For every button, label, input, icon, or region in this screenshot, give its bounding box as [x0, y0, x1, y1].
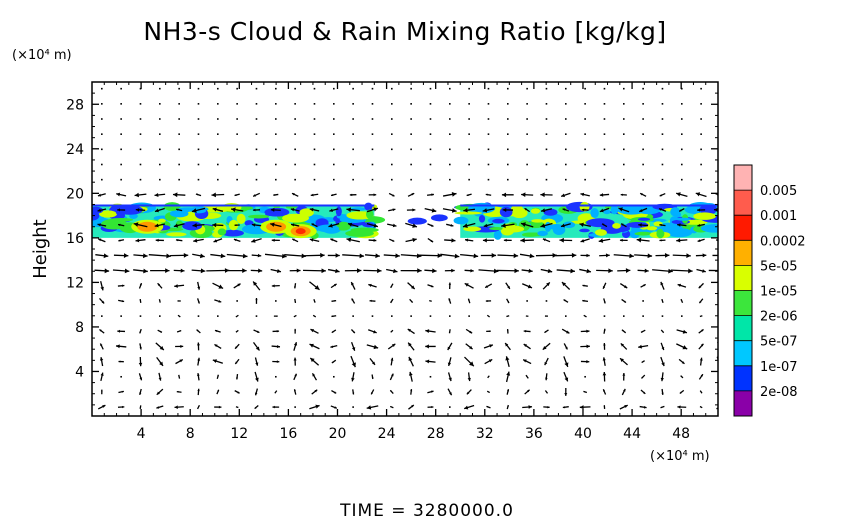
colorbar: 0.005 0.001 0.0002 5e-05 1e-05 2e-06 5e-07 1e-0…: [733, 164, 806, 417]
colorbar-swatch: [734, 340, 752, 367]
colorbar-label: 0.0002: [760, 234, 806, 249]
y-tick-label: 24: [66, 142, 84, 158]
colorbar-swatch: [734, 290, 752, 317]
cloud-layer-2: [453, 201, 718, 240]
y-tick-label: 12: [66, 275, 84, 291]
y-tick-label: 8: [75, 320, 84, 336]
y-axis-unit: (×10⁴ m): [12, 48, 72, 63]
colorbar-label: 5e-07: [760, 335, 798, 350]
x-tick-label: 36: [525, 426, 543, 442]
y-axis: 4 8 12 16 20 24 28: [66, 92, 718, 406]
x-axis-unit: (×10⁴ m): [650, 449, 710, 464]
y-axis-label: Height: [30, 219, 51, 279]
colorbar-label: 1e-07: [760, 360, 798, 375]
colorbar-swatch: [734, 315, 752, 342]
cloud-blob: [407, 217, 427, 225]
x-tick-label: 8: [186, 426, 195, 442]
colorbar-swatch: [734, 365, 752, 392]
x-tick-label: 32: [476, 426, 494, 442]
colorbar-swatch: [734, 215, 752, 241]
colorbar-label: 5e-05: [760, 259, 798, 274]
y-tick-label: 4: [75, 364, 84, 380]
y-tick-label: 16: [66, 231, 84, 247]
cloud-field: [92, 201, 718, 240]
peak-region: [284, 224, 317, 239]
y-tick-label: 28: [66, 97, 84, 113]
colorbar-label: 0.005: [760, 184, 797, 199]
cloud-blob: [345, 229, 374, 237]
time-label: TIME = 3280000.0: [339, 501, 514, 519]
cloud-blob: [430, 214, 448, 222]
colorbar-label: 2e-06: [760, 310, 798, 325]
x-tick-label: 28: [427, 426, 445, 442]
x-tick-label: 48: [672, 426, 690, 442]
x-axis: 4 8 12 16 20 24 28 32 36 40 44 48: [103, 82, 707, 442]
cloud-layer-1: [92, 202, 386, 239]
colorbar-swatch: [734, 265, 752, 291]
colorbar-label: 2e-08: [760, 385, 798, 400]
colorbar-swatch: [734, 390, 752, 417]
y-tick-label: 20: [66, 186, 84, 202]
x-tick-label: 40: [574, 426, 592, 442]
peak-region: [260, 219, 293, 234]
x-tick-label: 20: [329, 426, 347, 442]
colorbar-label: 1e-05: [760, 285, 798, 300]
wind-vectors: [94, 87, 718, 410]
x-tick-label: 24: [378, 426, 396, 442]
colorbar-swatch: [734, 165, 752, 191]
x-tick-label: 12: [230, 426, 248, 442]
x-tick-label: 44: [623, 426, 641, 442]
x-tick-label: 16: [279, 426, 297, 442]
x-tick-label: 4: [137, 426, 146, 442]
chart-title: NH3-s Cloud & Rain Mixing Ratio [kg/kg]: [143, 17, 666, 46]
colorbar-label: 0.001: [760, 209, 797, 224]
colorbar-swatch: [734, 240, 752, 266]
colorbar-swatch: [734, 190, 752, 216]
plot-frame: [91, 81, 719, 417]
